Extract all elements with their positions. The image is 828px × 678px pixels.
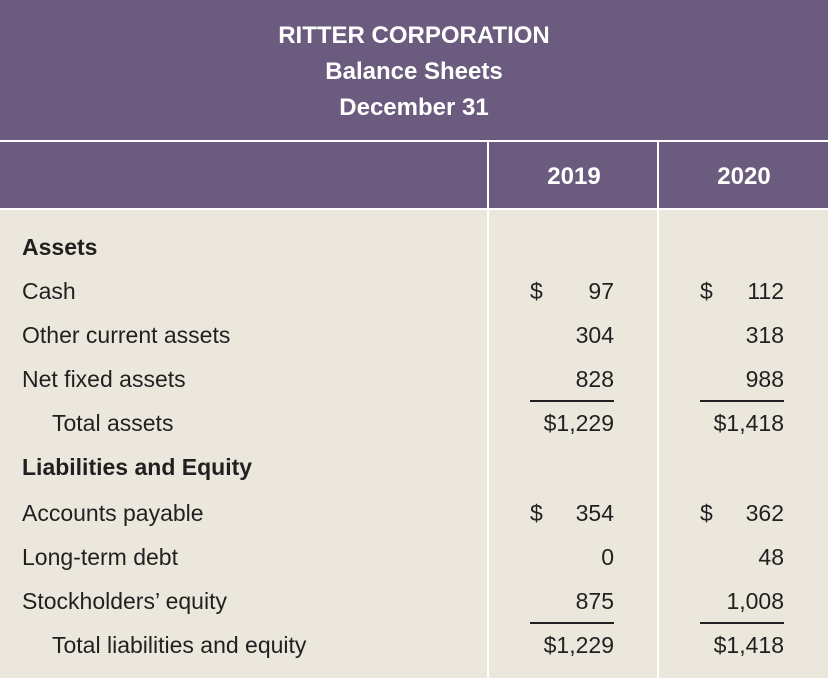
row-label: Net fixed assets	[22, 366, 186, 392]
section-liabilities: Liabilities and Equity	[0, 446, 828, 490]
currency-symbol: $	[700, 500, 713, 526]
column-header-row	[0, 142, 828, 208]
value-2019: 97	[588, 278, 614, 304]
value-2019: 875	[575, 588, 614, 614]
value-2019: 828	[575, 366, 614, 392]
value-2019: 0	[601, 544, 614, 570]
currency-symbol: $	[530, 278, 543, 304]
column-header-divider	[0, 208, 828, 210]
table-row: Long-term debt 0 48	[0, 536, 828, 580]
value-2019: 354	[575, 500, 614, 526]
column-2019: 2019	[547, 163, 601, 190]
value-2019: $1,229	[543, 410, 614, 436]
value-2020: 112	[747, 278, 784, 304]
currency-symbol: $	[700, 278, 713, 304]
currency-symbol: $	[530, 500, 543, 526]
row-label: Assets	[22, 234, 98, 260]
statement-title: Balance Sheets	[325, 58, 503, 85]
header-divider	[0, 140, 828, 142]
subtotal-rule	[700, 622, 784, 624]
row-label: Long-term debt	[22, 544, 178, 570]
value-2020: 48	[758, 544, 784, 570]
value-2020: 1,008	[726, 588, 784, 614]
value-2020: 362	[745, 500, 784, 526]
total-row: Total liabilities and equity $1,229 $1,4…	[0, 624, 828, 668]
value-2019: $1,229	[543, 632, 614, 658]
table-row: Other current assets 304 318	[0, 314, 828, 358]
column-divider-1	[487, 142, 489, 678]
row-label: Total liabilities and equity	[52, 632, 307, 658]
value-2020: 318	[745, 322, 784, 348]
row-label: Stockholders’ equity	[22, 588, 227, 614]
value-2020: 988	[745, 366, 784, 392]
subtotal-rule	[530, 400, 614, 402]
statement-date: December 31	[339, 94, 489, 121]
value-2020: $1,418	[713, 410, 784, 436]
value-2019: 304	[575, 322, 614, 348]
column-2020: 2020	[717, 163, 771, 190]
table-row: Accounts payable $354 $362	[0, 492, 828, 536]
subtotal-rule	[700, 400, 784, 402]
row-label: Accounts payable	[22, 500, 204, 526]
table-header: RITTER CORPORATION Balance Sheets Decemb…	[0, 0, 828, 140]
company-name: RITTER CORPORATION	[278, 22, 550, 49]
row-label: Cash	[22, 278, 76, 304]
row-label: Total assets	[52, 410, 174, 436]
column-divider-2	[657, 142, 659, 678]
section-assets: Assets	[0, 226, 828, 270]
table-row: Stockholders’ equity 875 1,008	[0, 580, 828, 624]
row-label: Liabilities and Equity	[22, 454, 253, 480]
row-label: Other current assets	[22, 322, 231, 348]
table-row: Cash $97 $112	[0, 270, 828, 314]
total-row: Total assets $1,229 $1,418	[0, 402, 828, 446]
table-row: Net fixed assets 828 988	[0, 358, 828, 402]
subtotal-rule	[530, 622, 614, 624]
value-2020: $1,418	[713, 632, 784, 658]
